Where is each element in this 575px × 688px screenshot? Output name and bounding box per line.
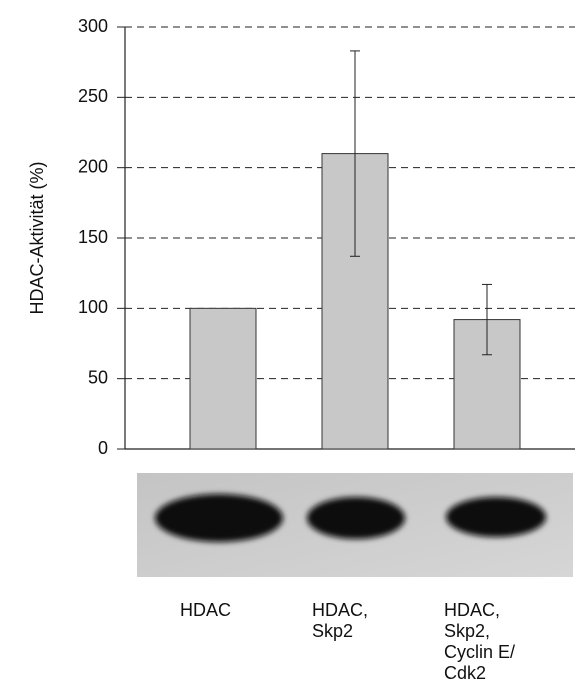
x-tick-label: Skp2 (312, 621, 353, 641)
x-tick-label: HDAC, (312, 600, 368, 620)
x-tick-label: HDAC, (444, 600, 500, 620)
x-tick-label: HDAC (180, 600, 231, 620)
y-tick-label: 150 (78, 227, 108, 247)
y-tick-label: 0 (98, 438, 108, 458)
x-tick-label: Cyclin E/ (444, 642, 515, 662)
y-axis-label: HDAC-Aktivität (%) (27, 161, 47, 314)
western-blot (137, 473, 573, 577)
y-tick-label: 250 (78, 86, 108, 106)
y-tick-label: 100 (78, 297, 108, 317)
y-tick-label: 200 (78, 156, 108, 176)
x-tick-label: Skp2, (444, 621, 490, 641)
y-tick-label: 300 (78, 16, 108, 36)
x-tick-label: Cdk2 (444, 663, 486, 683)
bar (189, 307, 257, 450)
y-tick-label: 50 (88, 367, 108, 387)
